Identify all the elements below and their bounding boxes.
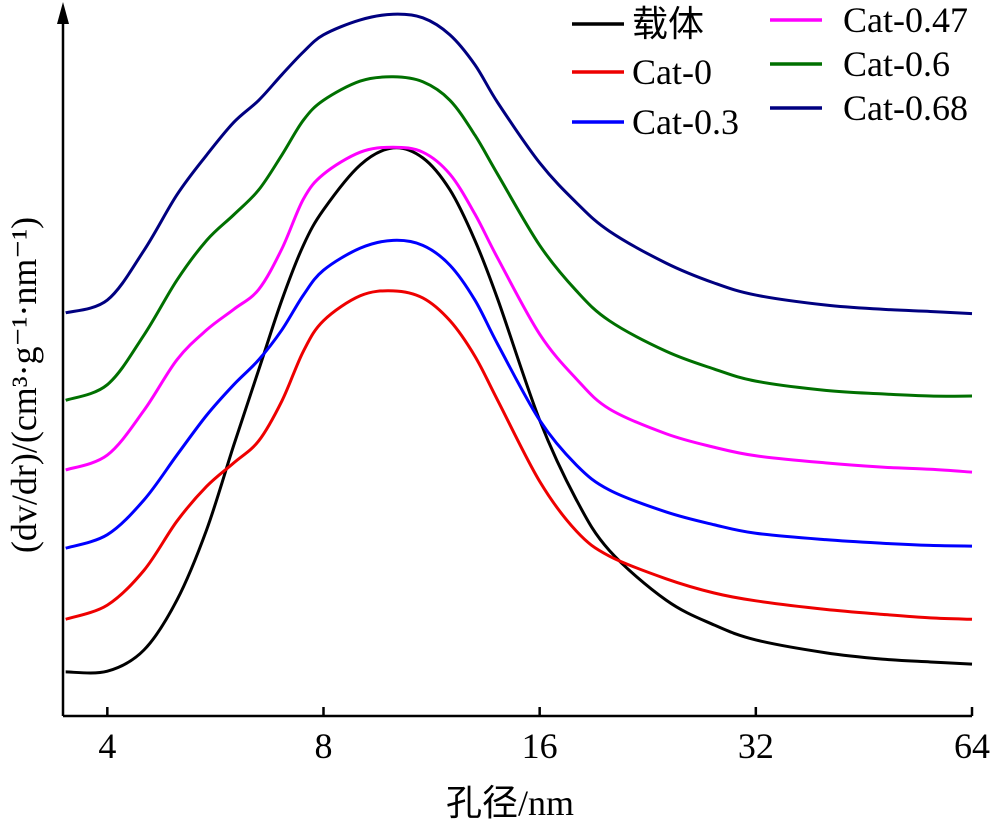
series-line bbox=[65, 75, 973, 402]
legend-label: 载体 bbox=[632, 4, 704, 44]
x-tick-label: 16 bbox=[522, 726, 558, 766]
legend-label: Cat-0.47 bbox=[843, 0, 968, 40]
series-line bbox=[65, 146, 973, 675]
legend-label: Cat-0 bbox=[632, 52, 712, 92]
legend-label: Cat-0.6 bbox=[843, 44, 950, 84]
x-tick-label: 32 bbox=[738, 726, 774, 766]
x-axis-label: 孔径/nm bbox=[446, 783, 574, 823]
x-tick-label: 64 bbox=[954, 726, 990, 766]
y-axis-label: (dv/dr)/(cm³·g⁻¹·nm⁻¹) bbox=[4, 217, 44, 553]
y-axis-arrow bbox=[57, 2, 69, 24]
legend-label: Cat-0.3 bbox=[632, 102, 739, 142]
series-line bbox=[65, 145, 973, 474]
x-tick-label: 4 bbox=[98, 726, 116, 766]
series-line bbox=[65, 238, 973, 550]
series-line bbox=[65, 289, 973, 621]
legend-label: Cat-0.68 bbox=[843, 88, 968, 128]
series-line bbox=[65, 12, 973, 316]
x-tick-label: 8 bbox=[314, 726, 332, 766]
